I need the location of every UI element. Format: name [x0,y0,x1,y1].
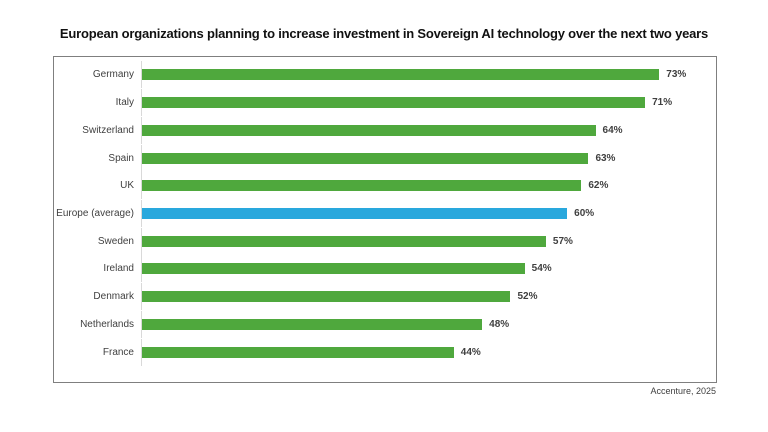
bar-track: 60% [141,199,716,227]
category-label: France [102,346,134,358]
source-caption: Accenture, 2025 [650,386,716,396]
bar-track: 44% [141,338,716,366]
bar-track: 48% [141,310,716,338]
bar-row: Switzerland 64% [54,116,716,144]
category-label: Spain [108,152,134,164]
bar-track: 54% [141,255,716,283]
value-label: 44% [460,346,481,358]
category-label: UK [120,180,134,192]
value-label: 63% [595,152,616,164]
bar-track: 73% [141,61,716,89]
category-label: Germany [92,69,134,81]
category-label: Denmark [93,291,134,303]
bar [142,235,546,247]
bar-row: Sweden 57% [54,227,716,255]
bar-row: Denmark 52% [54,283,716,311]
bar [142,346,454,358]
value-label: 64% [602,124,623,136]
bar-row: France 44% [54,338,716,366]
bar [142,207,568,219]
bar-track: 52% [141,283,716,311]
category-label: Ireland [103,263,134,275]
value-label: 62% [588,180,609,192]
bar-row: Spain 63% [54,144,716,172]
bar-row: UK 62% [54,172,716,200]
value-label: 71% [652,97,673,109]
bar [142,97,646,109]
value-label: 54% [531,263,552,275]
bar-row: Germany 73% [54,61,716,89]
category-label: Italy [115,97,134,109]
bar-row: Italy 71% [54,89,716,117]
value-label: 73% [666,69,687,81]
bar-track: 62% [141,172,716,200]
category-label: Netherlands [80,318,134,330]
chart-plot-area: Germany 73% Italy 71% Switzerland 64% Sp… [53,56,717,383]
bar-track: 57% [141,227,716,255]
bar [142,263,525,275]
bar [142,180,582,192]
value-label: 57% [552,235,573,247]
category-label: Sweden [97,235,134,247]
chart-title: European organizations planning to incre… [59,26,709,41]
bar-track: 64% [141,116,716,144]
bar-row: Europe (average) 60% [54,199,716,227]
value-label: 60% [574,207,595,219]
bar [142,291,511,303]
bar [142,69,660,81]
bar-track: 63% [141,144,716,172]
bar [142,124,596,136]
value-label: 52% [517,291,538,303]
bar-row: Ireland 54% [54,255,716,283]
value-label: 48% [489,318,510,330]
category-label: Europe (average) [56,207,134,219]
bar-row: Netherlands 48% [54,310,716,338]
category-label: Switzerland [82,124,134,136]
bar [142,318,483,330]
bar-track: 71% [141,89,716,117]
bar [142,152,589,164]
